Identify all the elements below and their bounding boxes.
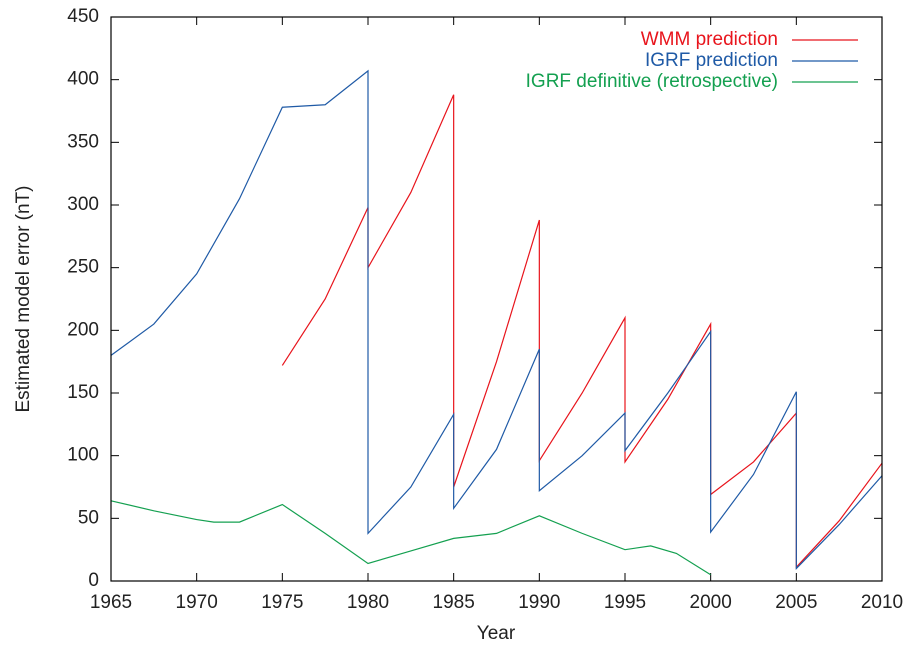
x-tick-label: 2005: [775, 592, 817, 613]
y-tick-label: 250: [67, 257, 99, 278]
legend-label: IGRF definitive (retrospective): [526, 71, 778, 92]
series-line: [110, 500, 711, 576]
x-tick-label: 1980: [347, 592, 389, 613]
y-tick-label: 400: [67, 69, 99, 90]
x-tick-label: 2000: [690, 592, 732, 613]
x-tick-label: 1970: [176, 592, 218, 613]
legend-label: WMM prediction: [641, 29, 778, 50]
legend-label: IGRF prediction: [645, 50, 778, 71]
y-tick-label: 0: [88, 570, 99, 591]
y-tick-label: 50: [78, 507, 99, 528]
x-axis-label: Year: [477, 623, 516, 644]
x-tick-label: 1995: [604, 592, 646, 613]
y-tick-label: 200: [67, 319, 99, 340]
y-tick-label: 450: [67, 6, 99, 27]
x-tick-label: 1965: [90, 592, 132, 613]
x-tick-label: 1975: [261, 592, 303, 613]
y-axis-label: Estimated model error (nT): [13, 185, 34, 412]
y-tick-label: 100: [67, 445, 99, 466]
series-line: [110, 69, 883, 570]
x-tick-label: 1990: [518, 592, 560, 613]
x-tick-label: 1985: [433, 592, 475, 613]
plot-frame: [110, 16, 883, 582]
x-tick-label: 2010: [861, 592, 903, 613]
y-tick-label: 350: [67, 131, 99, 152]
series-line: [281, 94, 883, 569]
y-tick-label: 300: [67, 194, 99, 215]
y-tick-label: 150: [67, 382, 99, 403]
